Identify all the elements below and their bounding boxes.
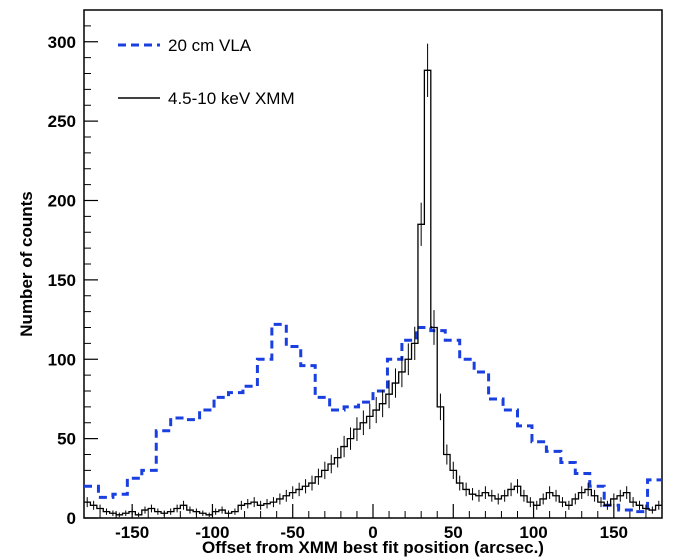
x-tick-label: 100 — [519, 523, 547, 542]
x-axis: -150 -100 -50 0 50 100 150 — [83, 504, 663, 542]
y-axis-title: Number of counts — [17, 191, 36, 336]
plot-frame — [83, 9, 663, 519]
x-tick-label: -100 — [195, 523, 229, 542]
x-tick-label: -150 — [115, 523, 149, 542]
series-xmm-line — [84, 69, 662, 516]
legend-label-vla: 20 cm VLA — [168, 36, 252, 55]
legend-label-xmm: 4.5-10 keV XMM — [168, 89, 295, 108]
x-tick-label: 150 — [600, 523, 628, 542]
y-tick-label: 300 — [48, 33, 76, 52]
y-tick-label: 100 — [48, 350, 76, 369]
x-tick-label: -50 — [280, 523, 305, 542]
legend: 20 cm VLA 4.5-10 keV XMM — [118, 36, 295, 108]
series-vla-line — [84, 322, 662, 514]
y-tick-label: 200 — [48, 192, 76, 211]
series-layer — [84, 43, 662, 518]
y-tick-label: 50 — [57, 430, 76, 449]
x-axis-title: Offset from XMM best fit position (arcse… — [202, 538, 544, 557]
y-tick-label: 0 — [67, 509, 76, 528]
x-tick-label: 0 — [368, 523, 377, 542]
y-tick-label: 150 — [48, 271, 76, 290]
y-axis: 0 50 100 150 200 250 300 — [48, 9, 98, 528]
y-tick-label: 250 — [48, 112, 76, 131]
x-tick-label: 50 — [444, 523, 463, 542]
